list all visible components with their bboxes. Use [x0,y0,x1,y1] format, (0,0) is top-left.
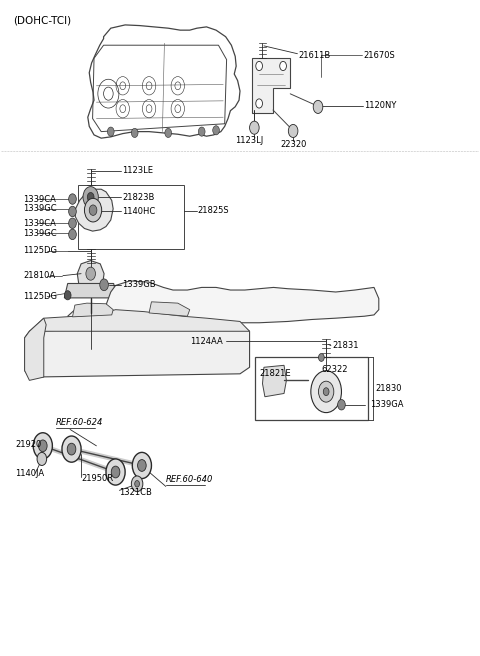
Text: 21830: 21830 [375,384,401,393]
Polygon shape [68,281,379,323]
Circle shape [38,440,47,452]
Circle shape [165,129,171,138]
Circle shape [108,127,114,136]
Text: 1125DG: 1125DG [23,292,57,301]
Text: 1120NY: 1120NY [364,101,396,110]
Circle shape [37,453,47,466]
Polygon shape [75,189,113,231]
Text: 1123LE: 1123LE [122,167,153,175]
Circle shape [87,192,94,201]
Circle shape [337,400,345,410]
Polygon shape [263,365,287,397]
Circle shape [311,371,341,413]
Circle shape [280,62,287,71]
Text: 21823B: 21823B [122,193,155,201]
Bar [78,185,183,249]
Text: 62322: 62322 [322,365,348,374]
Polygon shape [252,58,290,113]
Circle shape [69,229,76,239]
Text: REF.60-640: REF.60-640 [166,476,213,484]
Circle shape [319,354,324,361]
Circle shape [111,466,120,478]
Polygon shape [72,303,113,317]
Text: 1140HC: 1140HC [122,207,156,216]
Circle shape [69,218,76,228]
Circle shape [88,207,94,215]
Circle shape [132,476,143,491]
Text: 21810A: 21810A [23,271,55,280]
Text: 21825S: 21825S [198,207,229,215]
Text: 1339GC: 1339GC [23,228,57,237]
Bar [255,358,368,420]
Polygon shape [24,325,250,377]
Circle shape [64,291,71,300]
Text: 21611B: 21611B [299,51,331,60]
Text: 1321CB: 1321CB [120,489,152,497]
Circle shape [106,459,125,485]
Circle shape [84,198,102,222]
Text: REF.60-624: REF.60-624 [56,419,103,428]
Circle shape [198,127,205,136]
Circle shape [313,100,323,113]
Circle shape [69,194,76,204]
Circle shape [256,99,263,108]
Polygon shape [24,318,46,380]
Text: 21821E: 21821E [259,369,291,379]
Circle shape [62,436,81,462]
Polygon shape [64,283,117,298]
Text: 1124AA: 1124AA [191,337,223,346]
Text: 21950R: 21950R [81,474,113,483]
Circle shape [132,129,138,138]
Text: 1339GA: 1339GA [370,400,404,409]
Text: 1140JA: 1140JA [15,469,44,478]
Circle shape [69,206,76,216]
Text: 1339GB: 1339GB [122,280,156,289]
Circle shape [319,381,334,402]
Text: 21670S: 21670S [363,51,395,60]
Circle shape [67,443,76,455]
Circle shape [288,125,298,138]
Text: 21920: 21920 [15,440,41,449]
Text: 1125DG: 1125DG [23,246,57,255]
Text: 1339GC: 1339GC [23,205,57,213]
Circle shape [213,126,219,135]
Circle shape [132,453,152,479]
Circle shape [86,267,96,280]
Circle shape [100,279,108,291]
Circle shape [135,481,140,487]
Text: 1339CA: 1339CA [23,195,56,203]
Text: 21831: 21831 [332,341,359,350]
Text: (DOHC-TCI): (DOHC-TCI) [12,15,71,25]
Text: 1123LJ: 1123LJ [235,136,264,145]
Circle shape [250,121,259,134]
Polygon shape [29,310,250,331]
Circle shape [256,62,263,71]
Circle shape [89,205,97,215]
Circle shape [138,460,146,472]
Circle shape [323,388,329,396]
Text: 22320: 22320 [280,140,307,149]
Text: 1339CA: 1339CA [23,218,56,228]
Circle shape [33,433,52,459]
Polygon shape [149,302,190,316]
Polygon shape [77,260,104,287]
Circle shape [83,186,98,207]
